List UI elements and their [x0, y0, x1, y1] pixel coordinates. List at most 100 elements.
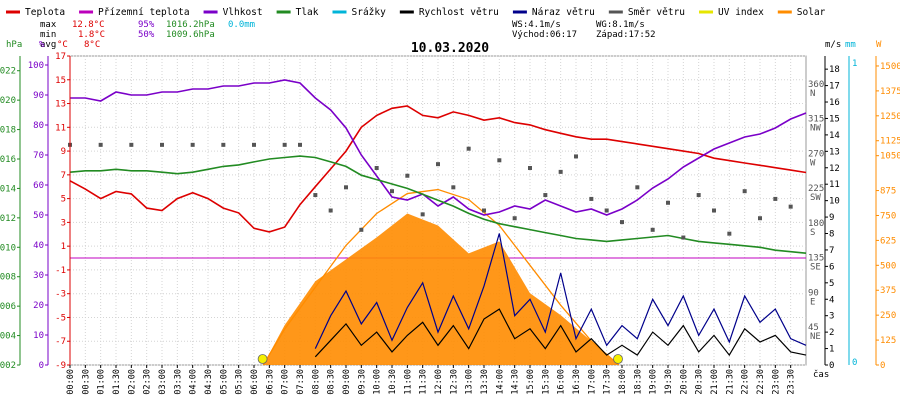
legend-label: UV index [718, 7, 764, 18]
direction-degree-label: 270 [808, 149, 824, 159]
wind-direction-point [727, 231, 732, 236]
ms-tick-label: 16 [829, 98, 840, 108]
unit-ms: m/s [825, 40, 841, 50]
time-tick-label: 21:00 [710, 369, 720, 395]
legend: Teplota Přízemní teplota Vlhkost Tlak Srážky… [6, 7, 826, 18]
stats-max-rain: 0.0mm [228, 20, 255, 30]
wind-direction-point [528, 166, 532, 171]
legend-label: Přízemní teplota [98, 7, 190, 18]
sunset-marker [613, 354, 623, 364]
stats-block: max 12.8°C 95% 1016.2hPa 0.0mm min 1.8°C… [40, 20, 255, 50]
time-tick-label: 04:30 [204, 369, 214, 395]
pct-tick-label: 10 [33, 331, 44, 341]
time-tick-label: 05:30 [235, 369, 245, 395]
ms-tick-label: 17 [829, 82, 840, 92]
c-tick-label: 17 [55, 52, 66, 62]
time-tick-label: 14:00 [495, 369, 505, 395]
w-tick-label: 500 [880, 261, 896, 271]
time-tick-label: 03:00 [158, 369, 168, 395]
pct-tick-label: 80 [33, 121, 44, 131]
c-tick-label: 1 [61, 242, 66, 252]
wind-direction-point [635, 185, 640, 190]
time-tick-label: 12:00 [434, 369, 444, 395]
mm-tick-label: 1 [852, 59, 857, 69]
ms-tick-label: 9 [829, 213, 834, 223]
info-sunset: Západ:17:52 [596, 30, 656, 40]
time-tick-label: 00:30 [81, 369, 91, 395]
direction-compass-label: W [810, 158, 816, 168]
stats-avg-temp: 8°C [84, 40, 100, 50]
unit-mm: mm [845, 40, 856, 50]
w-tick-label: 1250 [880, 112, 900, 122]
unit-time: čas [813, 369, 829, 380]
wind-direction-point [466, 146, 471, 151]
info-sunrise: Východ:06:17 [512, 30, 577, 40]
hpa-tick-label: 1016 [0, 155, 16, 165]
mm-tick-label: 0 [852, 358, 857, 368]
w-tick-label: 250 [880, 311, 896, 321]
wind-direction-point [543, 193, 548, 198]
wind-direction-point [650, 227, 655, 232]
legend-label: Tlak [296, 7, 319, 18]
stats-max-press: 1016.2hPa [166, 20, 215, 30]
pct-tick-label: 40 [33, 241, 44, 251]
direction-compass-label: NE [810, 332, 821, 342]
legend-label: Směr větru [628, 7, 685, 18]
wind-direction-point [589, 196, 594, 201]
wind-direction-point [712, 208, 716, 213]
c-tick-label: 9 [61, 147, 66, 157]
time-tick-label: 02:30 [143, 369, 153, 395]
time-tick-label: 00:00 [66, 369, 76, 395]
pct-tick-label: 20 [33, 301, 44, 311]
pct-tick-label: 0 [39, 361, 44, 371]
time-tick-label: 09:00 [342, 369, 352, 395]
wind-direction-point [436, 162, 440, 167]
unit-w: W [876, 40, 882, 50]
legend-label: Rychlost větru [419, 7, 499, 18]
wind-direction-point [390, 189, 394, 194]
legend-label: Teplota [25, 7, 65, 18]
wind-direction-point [742, 189, 747, 194]
ms-tick-label: 18 [829, 65, 840, 75]
c-tick-label: -9 [55, 361, 66, 371]
wind-gust-line [314, 233, 807, 349]
wind-direction-point [98, 142, 103, 147]
ms-tick-label: 6 [829, 262, 834, 272]
wind-direction-point [788, 204, 793, 209]
ms-tick-label: 1 [829, 345, 834, 355]
stats-min-temp: 1.8°C [78, 30, 105, 40]
hpa-tick-label: 1012 [0, 214, 16, 224]
w-tick-label: 750 [880, 211, 896, 221]
time-tick-label: 10:30 [388, 369, 398, 395]
time-tick-label: 17:30 [603, 369, 613, 395]
time-tick-label: 18:00 [618, 369, 628, 395]
w-tick-label: 1500 [880, 62, 900, 72]
legend-item: Rychlost větru [399, 7, 499, 18]
legend-item: Tlak [276, 7, 319, 18]
hpa-tick-label: 1014 [0, 184, 16, 194]
time-tick-label: 19:30 [664, 369, 674, 395]
legend-label: Srážky [352, 7, 387, 18]
c-tick-label: -5 [55, 313, 66, 323]
direction-degree-label: 315 [808, 115, 824, 125]
legend-label: Vlhkost [223, 7, 263, 18]
ms-tick-label: 10 [829, 197, 840, 207]
ms-tick-label: 15 [829, 114, 840, 124]
info-wind-gust: WG:8.1m/s [596, 20, 645, 30]
wind-direction-point [359, 227, 364, 232]
hpa-tick-label: 1020 [0, 96, 16, 106]
legend-item: Směr větru [608, 7, 685, 18]
wind-direction-point [497, 158, 502, 163]
wind-direction-point [313, 193, 318, 198]
time-tick-label: 12:30 [449, 369, 459, 395]
time-tick-label: 18:30 [633, 369, 643, 395]
c-tick-label: 13 [55, 100, 66, 110]
wind-direction-point [758, 216, 762, 221]
time-tick-label: 17:00 [587, 369, 597, 395]
w-tick-label: 625 [880, 236, 896, 246]
wind-direction-point [252, 142, 256, 147]
legend-item: Vlhkost [203, 7, 263, 18]
pct-tick-label: 60 [33, 181, 44, 191]
legend-label: Náraz větru [532, 7, 595, 18]
